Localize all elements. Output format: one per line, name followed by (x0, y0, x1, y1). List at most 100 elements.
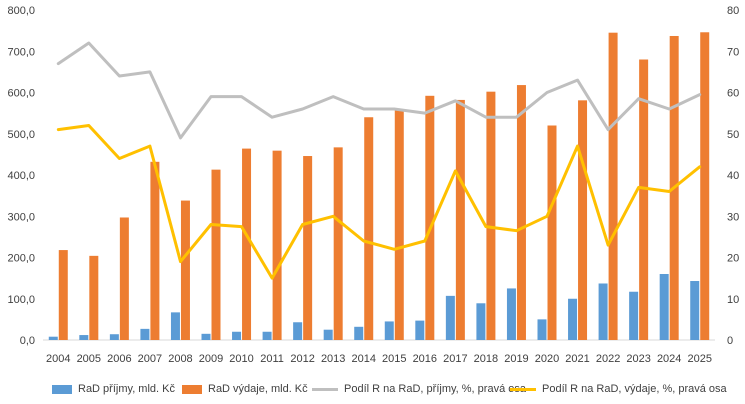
bar-rad-vydaje (486, 91, 496, 340)
x-tick-label: 2007 (138, 353, 162, 365)
legend-label: RaD příjmy, mld. Kč (78, 383, 175, 395)
x-tick-label: 2016 (413, 353, 437, 365)
bar-rad-prijmy (568, 298, 578, 340)
bar-rad-prijmy (506, 288, 516, 340)
right-tick-label: 30 (727, 211, 739, 223)
bar-rad-vydaje (303, 156, 313, 340)
bar-rad-prijmy (445, 295, 455, 340)
x-tick-label: 2013 (321, 353, 345, 365)
bar-rad-prijmy (598, 283, 608, 340)
bar-rad-prijmy (629, 291, 639, 340)
bar-rad-vydaje (608, 32, 618, 340)
right-tick-label: 10 (727, 294, 739, 306)
left-tick-label: 400,0 (7, 170, 35, 182)
x-tick-label: 2019 (504, 353, 528, 365)
x-tick-label: 2005 (77, 353, 101, 365)
left-tick-label: 100,0 (7, 294, 35, 306)
bar-rad-prijmy (415, 320, 425, 340)
left-axis-ticks: 0,0 100,0 200,0 300,0 400,0 500,0 600,0 700,0 80… (7, 5, 35, 347)
x-tick-label: 2022 (596, 353, 620, 365)
right-tick-label: 40 (727, 170, 739, 182)
x-tick-label: 2021 (565, 353, 589, 365)
bar-rad-prijmy (109, 334, 119, 340)
right-tick-label: 80 (727, 5, 739, 17)
legend-label: RaD výdaje, mld. Kč (208, 383, 308, 395)
bar-rad-prijmy (690, 281, 700, 340)
lines-layer (56, 41, 702, 280)
right-tick-label: 50 (727, 129, 739, 141)
bar-rad-vydaje (150, 161, 160, 340)
x-tick-label: 2018 (474, 353, 498, 365)
right-tick-label: 0 (727, 335, 733, 347)
x-tick-label: 2008 (168, 353, 192, 365)
legend-label: Podíl R na RaD, příjmy, %, pravá osa (344, 383, 526, 395)
bar-rad-vydaje (425, 95, 435, 340)
bar-rad-prijmy (232, 331, 242, 340)
left-tick-label: 0,0 (20, 335, 35, 347)
bar-rad-vydaje (547, 125, 557, 340)
bar-rad-prijmy (170, 312, 180, 340)
x-tick-label: 2017 (443, 353, 467, 365)
legend: RaD příjmy, mld. Kč RaD výdaje, mld. Kč … (0, 380, 745, 400)
bar-rad-prijmy (659, 274, 669, 340)
bar-rad-prijmy (323, 329, 333, 340)
right-tick-label: 20 (727, 253, 739, 265)
legend-item-rad-prijmy: RaD příjmy, mld. Kč (52, 383, 175, 395)
x-tick-label: 2025 (687, 353, 711, 365)
legend-swatch (182, 384, 202, 394)
line-podil-prijmy (56, 41, 702, 140)
bar-rad-vydaje (455, 99, 465, 340)
x-tick-label: 2004 (46, 353, 70, 365)
bar-rad-vydaje (89, 255, 99, 340)
legend-swatch (312, 387, 338, 391)
left-tick-label: 600,0 (7, 88, 35, 100)
bar-rad-prijmy (201, 333, 211, 340)
bar-rad-vydaje (700, 32, 710, 341)
bar-rad-prijmy (262, 331, 272, 340)
bar-rad-vydaje (516, 85, 526, 340)
bar-rad-vydaje (578, 100, 588, 341)
x-axis-ticks: 2004 2005 2006 2007 2008 2009 2010 2011 2012 2013… (46, 353, 712, 365)
left-tick-label: 300,0 (7, 211, 35, 223)
left-tick-label: 800,0 (7, 5, 35, 17)
x-tick-label: 2014 (351, 353, 375, 365)
bar-rad-vydaje (242, 148, 252, 340)
x-tick-label: 2024 (657, 353, 681, 365)
bar-rad-vydaje (364, 117, 374, 340)
bar-rad-prijmy (384, 321, 394, 340)
legend-swatch (510, 387, 536, 391)
x-tick-label: 2009 (199, 353, 223, 365)
bar-rad-prijmy (293, 322, 303, 340)
bars-layer (48, 32, 710, 341)
bar-rad-vydaje (180, 200, 190, 340)
legend-item-podil-vydaje: Podíl R na RaD, výdaje, %, pravá osa (510, 383, 727, 395)
bar-rad-vydaje (639, 59, 649, 340)
bar-rad-vydaje (58, 250, 68, 340)
legend-label: Podíl R na RaD, výdaje, %, pravá osa (542, 383, 727, 395)
bar-rad-vydaje (119, 217, 129, 340)
left-tick-label: 500,0 (7, 129, 35, 141)
x-tick-label: 2010 (229, 353, 253, 365)
bar-rad-prijmy (140, 328, 150, 340)
legend-item-podil-prijmy: Podíl R na RaD, příjmy, %, pravá osa (312, 383, 526, 395)
bar-rad-vydaje (333, 147, 343, 340)
bar-rad-prijmy (79, 335, 89, 340)
right-tick-label: 60 (727, 88, 739, 100)
x-tick-label: 2015 (382, 353, 406, 365)
line-podil-vydaje (56, 124, 702, 280)
bar-rad-vydaje (394, 110, 404, 340)
bar-rad-prijmy (48, 336, 58, 340)
bar-rad-prijmy (476, 303, 486, 340)
x-tick-label: 2020 (535, 353, 559, 365)
bar-rad-vydaje (211, 169, 221, 340)
bar-rad-vydaje (272, 150, 282, 340)
x-tick-label: 2012 (290, 353, 314, 365)
left-tick-label: 200,0 (7, 253, 35, 265)
legend-item-rad-vydaje: RaD výdaje, mld. Kč (182, 383, 308, 395)
right-tick-label: 70 (727, 46, 739, 58)
right-axis-ticks: 0 10 20 30 40 50 60 70 80 (727, 5, 739, 347)
left-tick-label: 700,0 (7, 46, 35, 58)
x-tick-label: 2023 (626, 353, 650, 365)
x-tick-label: 2006 (107, 353, 131, 365)
